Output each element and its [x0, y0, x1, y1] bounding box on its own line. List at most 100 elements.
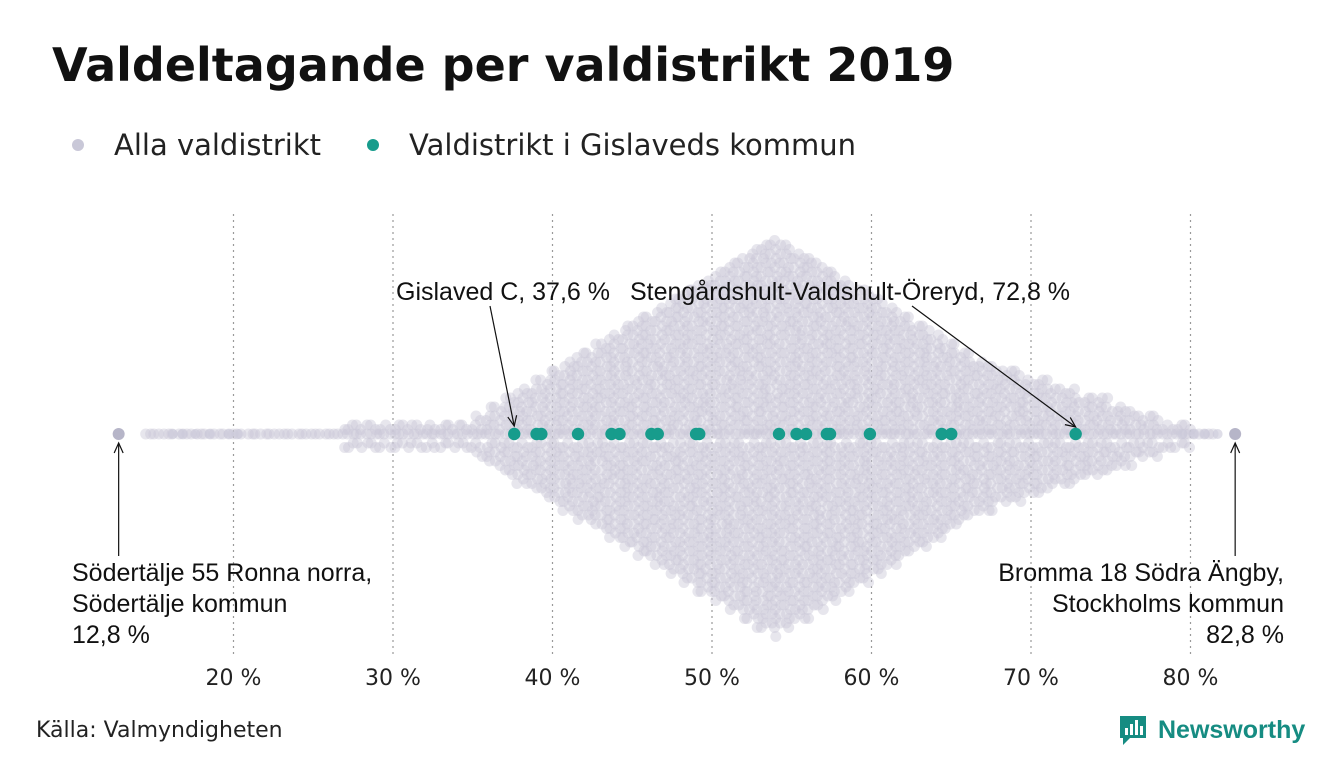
district-point [710, 478, 722, 489]
district-point [543, 491, 555, 503]
district-point [347, 437, 359, 449]
district-point [702, 554, 714, 566]
gislaved-point [693, 427, 706, 441]
legend-dot-all [72, 139, 84, 151]
district-point [642, 500, 654, 512]
district-point [714, 437, 726, 449]
district-point [585, 514, 597, 525]
district-point [572, 514, 584, 525]
district-point [623, 347, 635, 359]
district-point [549, 455, 561, 467]
district-point [701, 338, 713, 350]
district-point [725, 415, 737, 426]
district-point [700, 464, 712, 476]
district-point [779, 509, 791, 521]
district-point [764, 383, 776, 395]
district-point [700, 302, 712, 314]
district-point [578, 392, 590, 404]
district-point [784, 577, 796, 588]
district-point [743, 307, 755, 318]
district-point [686, 464, 698, 476]
district-point [664, 532, 676, 543]
district-point [618, 514, 630, 525]
district-point [716, 473, 728, 485]
district-point [518, 383, 530, 395]
district-point [770, 469, 782, 480]
district-point [752, 559, 764, 570]
district-point [742, 514, 754, 525]
district-point [470, 437, 482, 449]
district-point [775, 446, 787, 458]
district-point [720, 284, 731, 296]
district-point [759, 248, 771, 260]
district-point [724, 469, 736, 480]
district-point [484, 410, 496, 422]
district-point [687, 437, 699, 449]
district-point [751, 604, 763, 615]
district-point [696, 370, 708, 381]
district-point [778, 545, 790, 557]
district-point [656, 329, 668, 341]
district-point [733, 446, 745, 458]
district-point [752, 505, 764, 516]
district-point [614, 352, 626, 363]
district-point [757, 577, 769, 588]
district-point [638, 500, 650, 512]
district-point [729, 365, 741, 377]
district-point [748, 527, 760, 539]
district-point [793, 347, 805, 359]
district-point [702, 509, 714, 521]
district-point [701, 320, 713, 332]
district-point [756, 532, 768, 543]
district-point [674, 446, 686, 458]
district-point [595, 410, 607, 422]
district-point [765, 356, 776, 368]
district-point [642, 419, 653, 431]
district-point [787, 478, 799, 489]
district-point [1184, 442, 1195, 453]
district-point [692, 289, 703, 300]
district-point [696, 550, 708, 561]
district-point [564, 473, 576, 485]
district-point [378, 428, 390, 440]
district-point [559, 424, 571, 435]
district-point [784, 397, 796, 408]
district-point [700, 392, 712, 404]
district-point [785, 532, 797, 543]
district-point [495, 406, 507, 417]
district-point [545, 464, 557, 476]
district-point [631, 397, 642, 408]
district-point [683, 419, 695, 431]
district-point [351, 428, 362, 440]
district-point [637, 509, 649, 521]
district-point [707, 478, 719, 489]
district-point [595, 500, 607, 512]
district-point [755, 496, 767, 507]
district-point [633, 428, 645, 440]
district-point [720, 554, 732, 566]
district-point [753, 532, 765, 543]
district-point [769, 235, 781, 246]
district-point [770, 253, 782, 264]
district-point [686, 320, 698, 332]
district-point [750, 343, 762, 354]
district-point [641, 509, 653, 521]
district-point [658, 397, 670, 408]
district-point [361, 419, 373, 431]
district-point [355, 428, 367, 440]
district-point [783, 298, 795, 309]
district-point [750, 586, 762, 597]
district-point [652, 370, 664, 381]
district-point [751, 550, 763, 561]
district-point [785, 487, 797, 498]
district-point [249, 428, 261, 440]
district-point [792, 356, 803, 368]
district-point [603, 451, 615, 462]
district-point [397, 419, 409, 431]
district-point [597, 437, 608, 449]
district-point [737, 514, 749, 525]
district-point [242, 428, 254, 440]
district-point [729, 572, 741, 584]
district-point [633, 523, 644, 534]
district-point [752, 460, 764, 471]
